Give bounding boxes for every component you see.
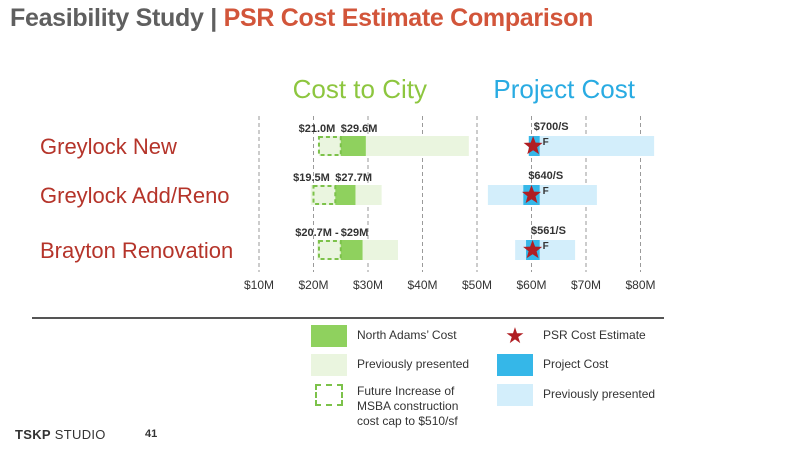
psr-estimate-star xyxy=(523,240,543,259)
title-secondary: PSR Cost Estimate Comparison xyxy=(223,4,594,32)
legend-project-cost: Project Cost xyxy=(497,354,608,376)
legend-north-adams-cost: North Adams’ Cost xyxy=(311,325,457,347)
title-primary: Feasibility Study xyxy=(10,4,204,32)
x-tick-label: $10M xyxy=(244,278,274,292)
legend-label-future-increase-line3: cost cap to $510/sf xyxy=(357,414,458,428)
data-label: $27.7M xyxy=(335,172,372,184)
legend-swatch-future-increase xyxy=(315,384,343,406)
bar-future-increase xyxy=(317,136,342,156)
legend-label-north-adams-cost: North Adams’ Cost xyxy=(357,328,457,342)
bar-previously-presented-blue xyxy=(536,136,655,156)
x-tick-label: $80M xyxy=(625,278,655,292)
x-tick-label: $40M xyxy=(407,278,437,292)
legend-label-previously-presented-blue: Previously presented xyxy=(543,387,656,401)
x-tick-label: $30M xyxy=(353,278,383,292)
data-label: F xyxy=(543,186,549,197)
legend-swatch-previously-presented-blue xyxy=(497,384,533,406)
legend-previously-presented-blue: Previously presented xyxy=(497,384,655,406)
panel-heading: Project Cost xyxy=(493,74,635,104)
data-label: F xyxy=(543,137,549,148)
slide-title: Feasibility Study | PSR Cost Estimate Co… xyxy=(10,4,593,33)
x-tick-label: $50M xyxy=(462,278,492,292)
cost-comparison-chart: $10M $20M $30M $40M $50M $60M $70M $80M Cost to … xyxy=(40,74,656,292)
legend-swatch-previously-presented-green xyxy=(311,354,347,376)
x-tick-label: $70M xyxy=(571,278,601,292)
row-label: Greylock Add/Reno xyxy=(40,183,230,208)
divider-line xyxy=(32,317,664,319)
psr-estimate-star xyxy=(523,136,543,155)
legend-label-future-increase-line2: MSBA construction xyxy=(357,399,459,413)
page-number: 41 xyxy=(145,428,158,440)
legend-previously-presented-green: Previously presented xyxy=(311,354,469,376)
bar-north-adams-cost xyxy=(340,240,363,260)
data-label: $20.7M - xyxy=(295,227,339,239)
bar-previously-presented-blue xyxy=(487,185,597,205)
legend-swatch-north-adams-cost xyxy=(311,325,347,347)
title-separator: | xyxy=(210,4,217,32)
psr-estimate-star xyxy=(522,185,541,204)
logo-bold-text: TSKP xyxy=(15,427,51,442)
x-tick-label: $20M xyxy=(298,278,328,292)
x-tick-label: $60M xyxy=(516,278,546,292)
company-logo: TSKP STUDIO xyxy=(15,427,106,442)
data-label: $640/S xyxy=(528,170,563,182)
row-label: Brayton Renovation xyxy=(40,238,233,263)
logo-text: STUDIO xyxy=(54,427,106,442)
legend-label-psr-cost-estimate: PSR Cost Estimate xyxy=(543,328,646,342)
data-label: F xyxy=(543,241,549,252)
data-label: $19.5M xyxy=(293,172,330,184)
row-label: Greylock New xyxy=(40,134,177,159)
data-label: $21.0M xyxy=(299,123,336,135)
legend-label-future-increase-line1: Future Increase of xyxy=(357,384,455,398)
data-label: $29M xyxy=(341,227,369,239)
data-label: $561/S xyxy=(531,225,566,237)
bar-north-adams-cost xyxy=(340,136,366,156)
bar-future-increase xyxy=(312,185,337,205)
legend-label-project-cost: Project Cost xyxy=(543,357,609,371)
legend-label-previously-presented-green: Previously presented xyxy=(357,357,470,371)
panel-heading: Cost to City xyxy=(293,74,427,104)
data-label: $700/S xyxy=(534,121,569,133)
legend-psr-cost-estimate: ★ PSR Cost Estimate xyxy=(497,325,646,347)
legend-future-increase: Future Increase of MSBA construction cos… xyxy=(311,384,458,429)
star-icon: ★ xyxy=(505,323,525,348)
bar-north-adams-cost xyxy=(335,185,356,205)
legend-swatch-project-cost xyxy=(497,354,533,376)
data-label: $29.6M xyxy=(341,123,378,135)
bar-future-increase xyxy=(317,240,342,260)
